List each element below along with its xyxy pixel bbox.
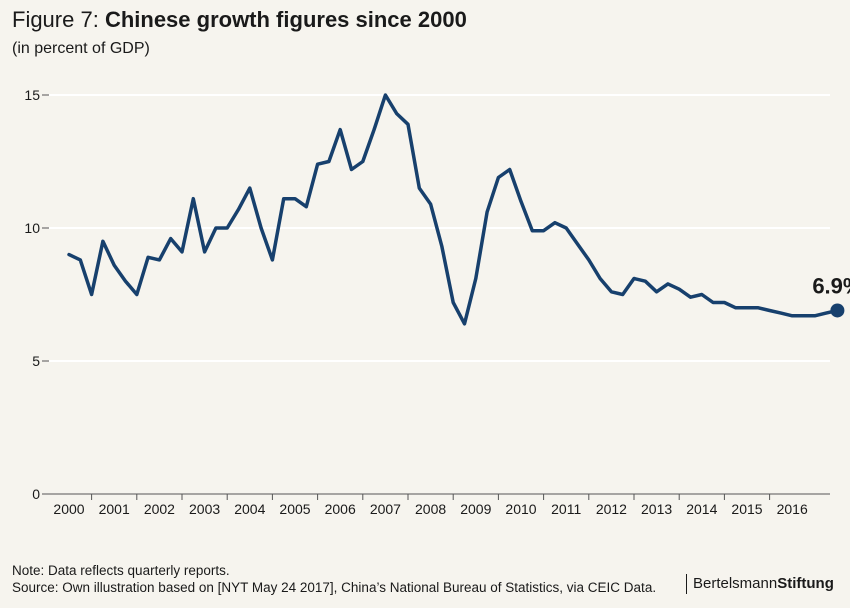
- chart-subtitle: (in percent of GDP): [12, 40, 150, 57]
- x-tick-label-2001: 2001: [99, 501, 130, 517]
- x-tick-label-2003: 2003: [189, 501, 220, 517]
- x-tick-label-2002: 2002: [144, 501, 175, 517]
- chart-title-main: Chinese growth figures since 2000: [104, 7, 467, 32]
- source-note: Source: Own illustration based on [NYT M…: [12, 580, 657, 595]
- y-tick-label-10: 10: [24, 220, 40, 236]
- chart-notes: Note: Data reflects quarterly reports. S…: [12, 562, 656, 596]
- x-tick-label-2009: 2009: [460, 501, 491, 517]
- x-tick-label-2000: 2000: [53, 501, 84, 517]
- x-tick-label-2007: 2007: [370, 501, 401, 517]
- logo-part-1: Bertelsmann: [693, 575, 778, 592]
- logo-part-2: Stiftung: [777, 575, 834, 592]
- y-tick-label-0: 0: [32, 486, 40, 502]
- x-tick-label-2016: 2016: [777, 501, 808, 517]
- x-tick-label-2015: 2015: [731, 501, 762, 517]
- line-chart: 0 5 10 15 2000 2001 2002 2003 2004 2005 2006 2007 20…: [24, 87, 850, 517]
- series-end-point: [830, 303, 845, 318]
- data-note: Note: Data reflects quarterly reports.: [12, 563, 230, 578]
- chart-title: Figure 7: Chinese growth figures since 2…: [12, 6, 467, 34]
- x-tick-label-2011: 2011: [551, 501, 581, 517]
- chart-title-prefix: Figure 7:: [12, 7, 105, 32]
- x-tick-label-2013: 2013: [641, 501, 672, 517]
- x-tick-label-2008: 2008: [415, 501, 446, 517]
- y-tick-label-5: 5: [32, 353, 40, 369]
- series-line-0: [67, 93, 840, 326]
- x-tick-label-2005: 2005: [279, 501, 310, 517]
- x-tick-label-2012: 2012: [596, 501, 627, 517]
- x-tick-label-2006: 2006: [325, 501, 356, 517]
- annotation-label-0: 6.9%: [812, 273, 850, 298]
- x-tick-label-2010: 2010: [505, 501, 536, 517]
- x-tick-label-2004: 2004: [234, 501, 265, 517]
- y-tick-label-15: 15: [24, 87, 40, 103]
- bertelsmann-stiftung-logo: BertelsmannStiftung: [686, 574, 834, 594]
- x-tick-label-2014: 2014: [686, 501, 717, 517]
